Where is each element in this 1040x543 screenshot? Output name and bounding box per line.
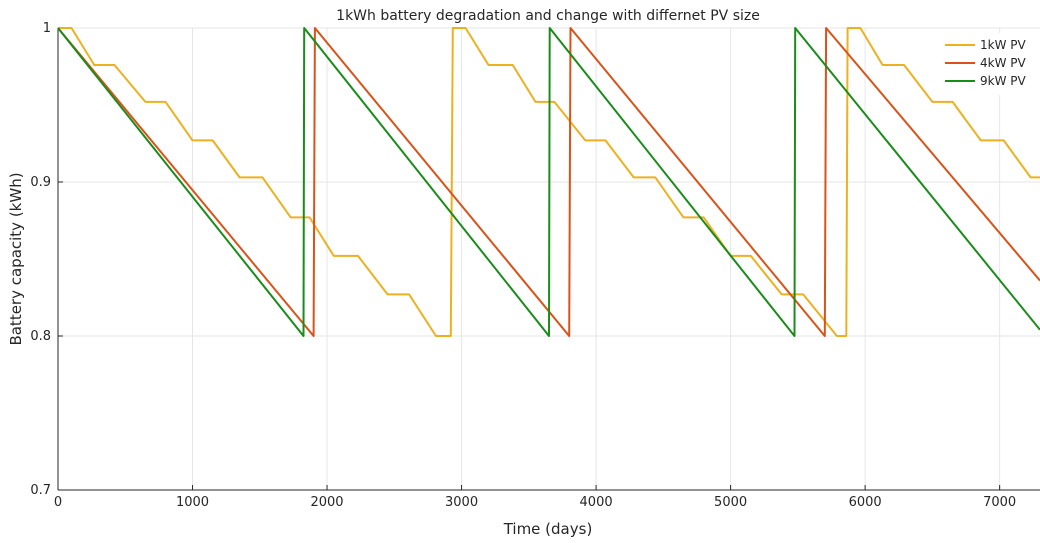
y-tick-label: 0.7 (30, 483, 51, 498)
y-tick-label: 0.9 (30, 175, 51, 190)
legend-label-1kw-pv: 1kW PV (980, 38, 1027, 52)
x-tick-label: 0 (54, 495, 62, 510)
x-tick-label: 5000 (714, 495, 747, 510)
x-axis-label: Time (days) (503, 520, 593, 538)
y-tick-label: 0.8 (30, 329, 51, 344)
axes: 0 1000 2000 3000 4000 5000 6000 7000 0.7 0.8 0.9 1 (30, 21, 1040, 510)
series-line-4kw-pv (57, 27, 1040, 337)
legend-label-9kw-pv: 9kW PV (980, 74, 1027, 88)
series-lines (57, 27, 1040, 337)
series-line-9kw-pv (57, 27, 1040, 337)
legend: 1kW PV 4kW PV 9kW PV (934, 33, 1036, 95)
series-line-1kw-pv (58, 27, 1040, 337)
chart-title: 1kWh battery degradation and change with… (336, 8, 760, 24)
legend-label-4kw-pv: 4kW PV (980, 56, 1027, 70)
x-tick-label: 6000 (849, 495, 882, 510)
x-tick-label: 7000 (983, 495, 1016, 510)
x-tick-label: 2000 (310, 495, 343, 510)
y-axis-label: Battery capacity (kWh) (7, 172, 25, 345)
x-tick-label: 1000 (176, 495, 209, 510)
y-tick-label: 1 (43, 21, 51, 36)
x-tick-label: 3000 (445, 495, 478, 510)
x-tick-label: 4000 (580, 495, 613, 510)
